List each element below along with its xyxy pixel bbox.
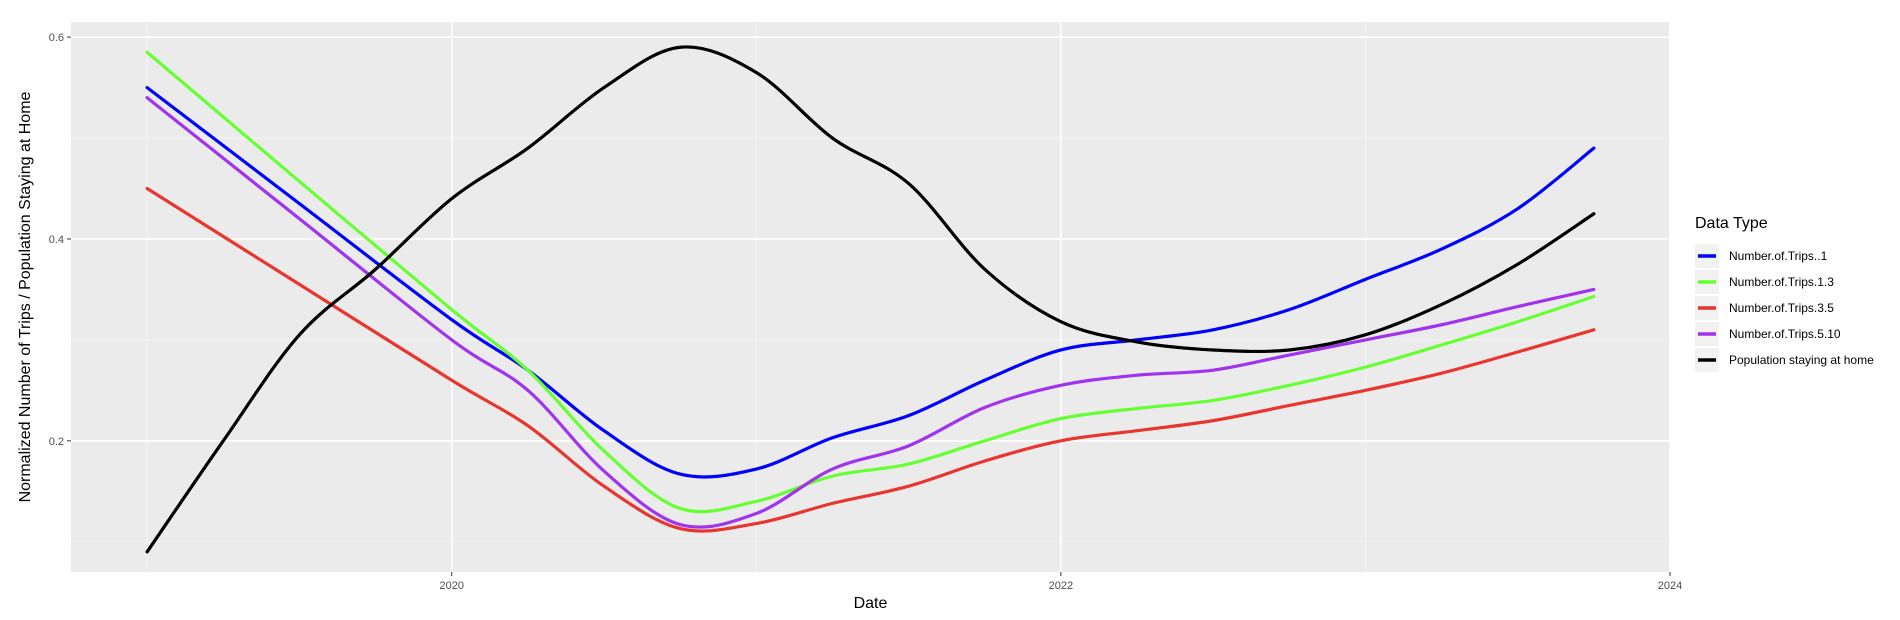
series-line-5 [145, 45, 1596, 554]
x-axis-title: Date [854, 595, 888, 612]
series-line-2 [145, 50, 1596, 514]
series-line-1 [145, 86, 1596, 479]
legend-item-label: Number.of.Trips..1 [1729, 249, 1828, 263]
legend: Data Type Number.of.Trips..1 Number.of.Tr… [1695, 215, 1874, 372]
series-line-3 [145, 186, 1596, 533]
legend-item-label: Population staying at home [1729, 353, 1874, 367]
y-tick-label: 0.6 [49, 32, 64, 44]
x-tick-label: 2024 [1658, 580, 1682, 592]
y-tick-label: 0.2 [49, 436, 64, 448]
y-tick-label: 0.4 [49, 234, 64, 246]
x-tick-label: 2020 [439, 580, 463, 592]
y-axis-title: Normalized Number of Trips / Population … [17, 91, 34, 502]
legend-item-label: Number.of.Trips.3.5 [1729, 301, 1834, 315]
series-lines [145, 45, 1596, 554]
legend-title: Data Type [1695, 215, 1768, 232]
legend-item-label: Number.of.Trips.1.3 [1729, 275, 1834, 289]
axes: 2020 2022 2024 0.2 0.4 0.6 [49, 32, 1683, 592]
x-tick-label: 2022 [1049, 580, 1073, 592]
plot-panel [71, 22, 1670, 572]
legend-item-label: Number.of.Trips.5.10 [1729, 327, 1841, 341]
grid-lines [71, 22, 1671, 572]
series-line-4 [145, 96, 1596, 529]
